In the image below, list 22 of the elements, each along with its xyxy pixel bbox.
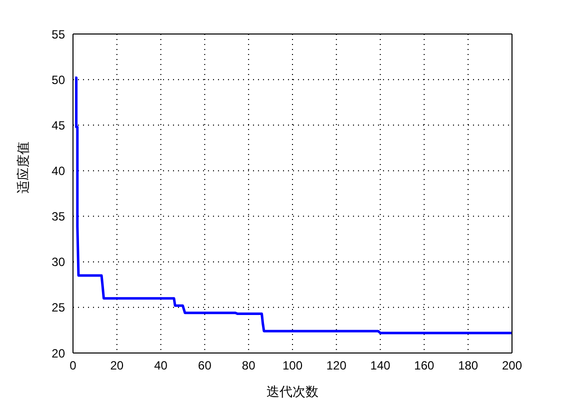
x-tick-label: 140 — [370, 358, 391, 373]
y-tick-label: 50 — [52, 72, 66, 87]
y-tick-label: 25 — [52, 300, 66, 315]
y-tick-label: 30 — [52, 255, 66, 270]
x-tick-label: 200 — [502, 358, 522, 373]
x-tick-label: 20 — [110, 358, 124, 373]
line-series — [74, 76, 512, 334]
x-tick-label: 160 — [414, 358, 435, 373]
x-tick-label: 180 — [458, 358, 478, 373]
x-tick-label: 0 — [70, 358, 77, 373]
y-tick-label: 45 — [52, 118, 66, 132]
y-tick-label: 35 — [52, 210, 66, 224]
x-tick-label: 120 — [326, 358, 347, 373]
x-tick-label: 40 — [154, 358, 168, 373]
x-axis-title: 迭代次数 — [266, 384, 318, 399]
x-tick-label: 60 — [198, 358, 212, 373]
y-axis-title: 适应度值 — [16, 142, 31, 194]
y-tick-label: 55 — [52, 27, 66, 42]
x-tick-label: 80 — [242, 358, 256, 373]
y-tick-label: 40 — [52, 164, 66, 178]
x-tick-label: 100 — [282, 358, 303, 373]
y-tick-label: 20 — [52, 346, 66, 360]
